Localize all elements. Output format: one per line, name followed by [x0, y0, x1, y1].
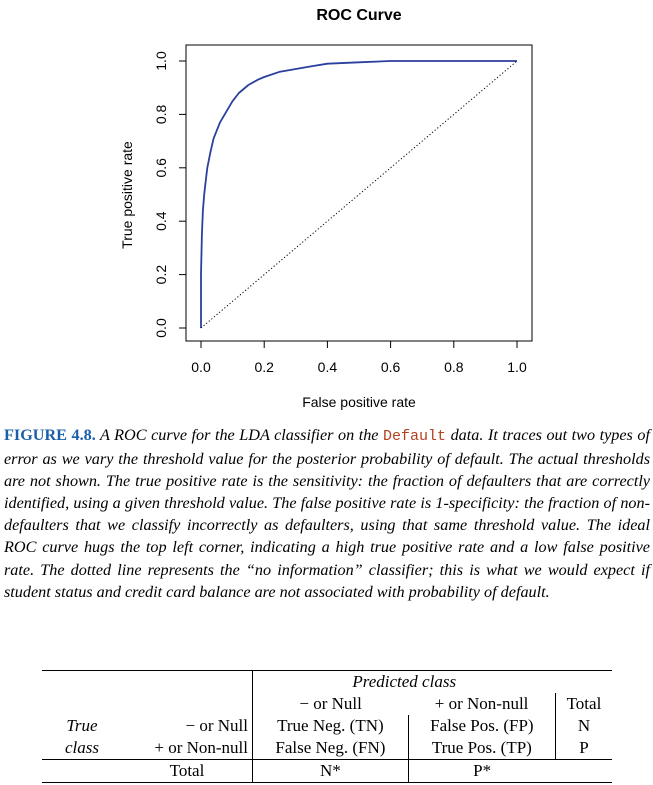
- class-label: class: [65, 738, 99, 757]
- table-row: True − or Null True Neg. (TN) False Pos.…: [42, 715, 612, 737]
- predicted-class-header: Predicted class: [252, 670, 556, 693]
- cell-n: N: [554, 715, 612, 737]
- cell-n-star: N*: [252, 759, 409, 783]
- col-null-header: − or Null: [252, 693, 409, 715]
- x-axis: 0.0 0.2 0.4 0.6 0.8 1.0: [191, 340, 527, 375]
- table-row: Total N* P*: [42, 759, 612, 783]
- y-tick-label: 1.0: [153, 51, 169, 71]
- figure-caption: FIGURE 4.8. A ROC curve for the LDA clas…: [4, 424, 650, 603]
- x-tick-label: 1.0: [507, 359, 527, 375]
- x-tick-label: 0.8: [444, 359, 464, 375]
- chart-title: ROC Curve: [316, 7, 401, 24]
- series-layer: [200, 60, 518, 329]
- y-tick-label: 0.2: [153, 265, 169, 285]
- cell-p: P: [554, 737, 612, 760]
- x-tick-label: 0.6: [381, 359, 401, 375]
- table-row: class + or Non-null False Neg. (FN) True…: [42, 737, 612, 760]
- y-tick-label: 0.4: [153, 211, 169, 231]
- cell-fn: False Neg. (FN): [252, 737, 409, 760]
- col-nonnull-header: + or Non-null: [434, 694, 529, 713]
- row-null-header: − or Null: [185, 716, 248, 735]
- caption-code: Default: [383, 428, 447, 445]
- roc-chart: ROC Curve 0.0 0.2 0.4 0.6 0.8 1.0 0.00.20.40.…: [119, 7, 533, 410]
- cell-fp: False Pos. (FP): [407, 715, 556, 737]
- x-tick-label: 0.4: [318, 359, 338, 375]
- caption-text-2: data. It traces out two types of error a…: [4, 426, 650, 601]
- true-label: True: [66, 716, 98, 735]
- y-tick-label: 0.0: [153, 318, 169, 338]
- x-axis-label: False positive rate: [302, 394, 416, 410]
- table-row: − or Null + or Non-null Total: [42, 693, 612, 715]
- x-tick-label: 0.0: [191, 359, 211, 375]
- y-tick-label: 0.6: [153, 158, 169, 178]
- y-axis-label: True positive rate: [119, 141, 135, 249]
- cell-p-star: P*: [407, 759, 556, 783]
- caption-text-1: A ROC curve for the LDA classifier on th…: [95, 426, 384, 444]
- roc-curve-line: [200, 60, 517, 328]
- row-nonnull-header: + or Non-null: [154, 738, 248, 757]
- cell-tn: True Neg. (TN): [252, 715, 409, 737]
- x-tick-label: 0.2: [254, 359, 274, 375]
- y-tick-label: 0.8: [153, 104, 169, 124]
- table-row: Predicted class: [42, 670, 612, 693]
- no-information-line: [200, 60, 518, 329]
- figure-label: FIGURE 4.8.: [4, 426, 96, 444]
- confusion-table: Predicted class − or Null + or Non-null …: [42, 670, 612, 783]
- row-total-header: Total: [122, 759, 253, 783]
- y-axis: 0.0 0.2 0.4 0.6 0.8 1.0: [153, 51, 187, 338]
- col-total-header: Total: [554, 693, 612, 715]
- cell-tp: True Pos. (TP): [407, 737, 556, 760]
